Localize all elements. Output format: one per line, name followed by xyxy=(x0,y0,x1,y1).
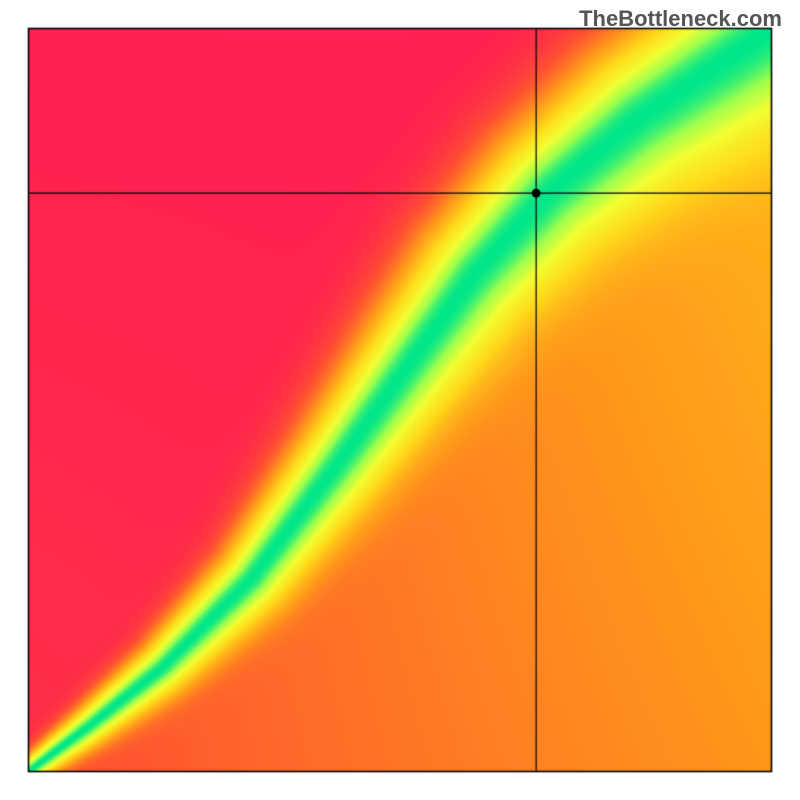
bottleneck-heatmap xyxy=(0,0,800,800)
chart-container: TheBottleneck.com xyxy=(0,0,800,800)
watermark-text: TheBottleneck.com xyxy=(579,6,782,32)
